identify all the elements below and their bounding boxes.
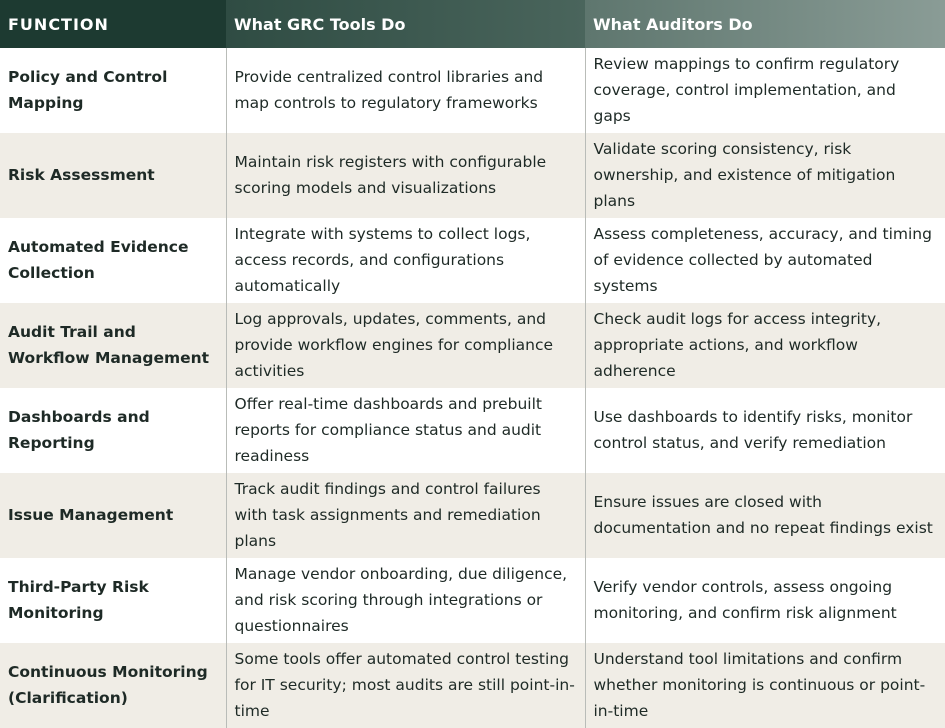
description-cell: Some tools offer automated control testi… [225, 643, 585, 728]
table-row: Third-Party Risk Monitoring Manage vendor… [0, 558, 945, 643]
function-cell: Dashboards and Reporting [8, 408, 150, 452]
function-cell: Policy and Control Mapping [8, 68, 168, 112]
table-row: Audit Trail and Workflow Management Log a… [0, 303, 945, 388]
description-cell: Offer real-time dashboards and prebuilt … [225, 388, 585, 473]
description-cell: Ensure issues are closed with documentat… [584, 473, 945, 558]
table-row: Policy and Control Mapping Provide centra… [0, 48, 945, 133]
description-cell: Log approvals, updates, comments, and pr… [225, 303, 585, 388]
description-cell: Manage vendor onboarding, due diligence,… [225, 558, 585, 643]
table-row: Dashboards and Reporting Offer real-time … [0, 388, 945, 473]
function-cell: Issue Management [0, 473, 226, 558]
description-cell: Validate scoring consistency, risk owner… [584, 133, 945, 218]
description-cell: Use dashboards to identify risks, monito… [584, 388, 945, 473]
header-row: FUNCTION What GRC Tools Do What Auditors… [0, 0, 945, 48]
description-cell: Review mappings to confirm regulatory co… [584, 48, 945, 133]
description-cell: Assess completeness, accuracy, and timin… [584, 218, 945, 303]
column-header: What GRC Tools Do [226, 0, 585, 48]
table-header: FUNCTION What GRC Tools Do What Auditors… [0, 0, 945, 48]
description-cell: Track audit findings and control failure… [225, 473, 585, 558]
description-cell: Check audit logs for access integrity, a… [584, 303, 945, 388]
table-row: Automated Evidence Collection Integrate w… [0, 218, 945, 303]
table-row: Continuous Monitoring (Clarification) Som… [0, 643, 945, 728]
description-cell: Maintain risk registers with configurabl… [225, 133, 585, 218]
table-row: Issue Management Track audit findings and… [0, 473, 945, 558]
description-cell: Understand tool limitations and confirm … [584, 643, 945, 728]
function-cell: Risk Assessment [0, 133, 226, 218]
description-cell: Provide centralized control libraries an… [225, 48, 585, 133]
function-cell: Automated Evidence Collection [8, 238, 189, 282]
column-header: What Auditors Do [585, 0, 945, 48]
function-cell: Continuous Monitoring (Clarification) [0, 643, 226, 728]
description-cell: Verify vendor controls, assess ongoing m… [584, 558, 945, 643]
function-cell: Audit Trail and Workflow Management [0, 303, 226, 388]
table-body: Policy and Control Mapping Provide centra… [0, 48, 945, 728]
table-row: Risk Assessment Maintain risk registers w… [0, 133, 945, 218]
description-cell: Integrate with systems to collect logs, … [225, 218, 585, 303]
column-header: FUNCTION [0, 0, 226, 48]
function-cell: Third-Party Risk Monitoring [8, 578, 149, 622]
